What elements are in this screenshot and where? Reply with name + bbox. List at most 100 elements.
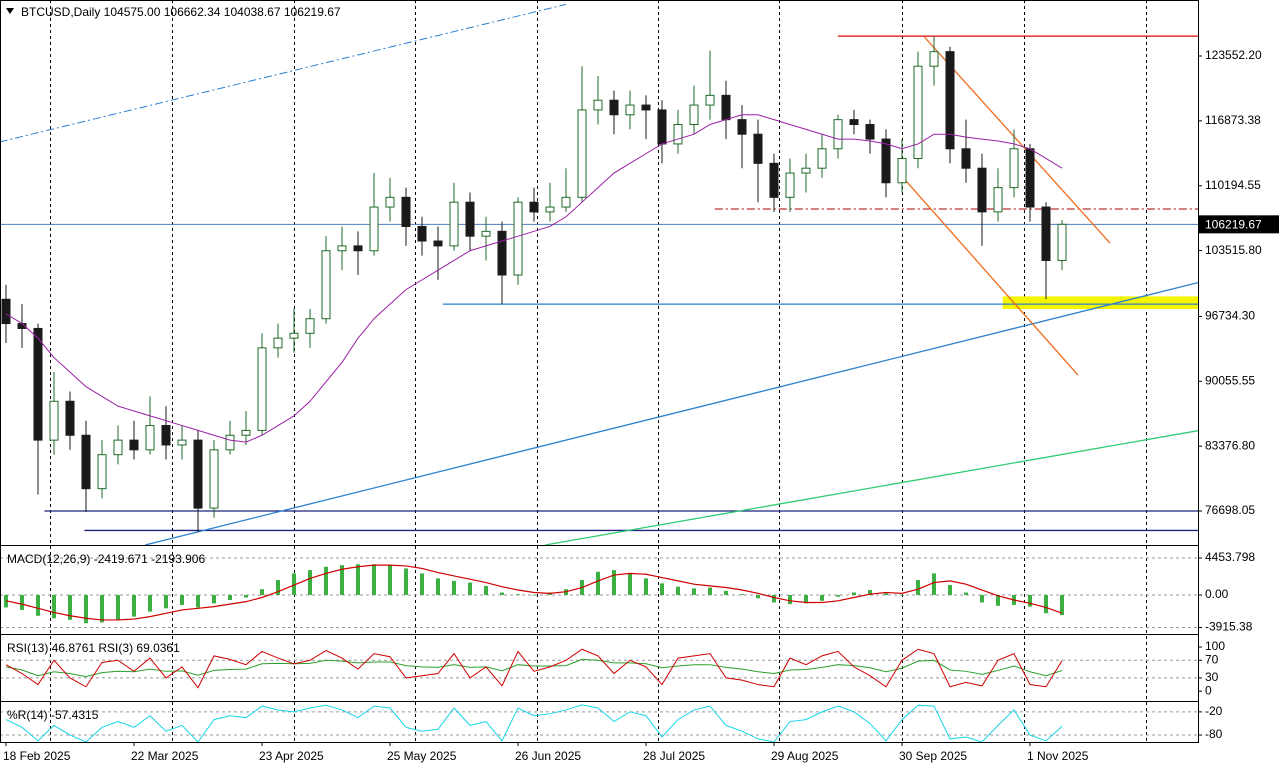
candle-body (81, 434, 91, 490)
candle-body (817, 148, 827, 169)
histogram-bar (276, 580, 280, 596)
candle-body (913, 65, 923, 159)
candle-body (129, 439, 139, 451)
candle-body (641, 104, 651, 111)
panel-title: RSI(13) 46.8761 RSI(3) 69.0361 (7, 641, 180, 655)
histogram-bar (532, 595, 536, 596)
histogram-bar (180, 595, 184, 605)
y-tick-label: 83376.80 (1205, 438, 1255, 452)
histogram-bar (1028, 595, 1032, 607)
candle-body (961, 148, 971, 169)
histogram-bar (452, 580, 456, 596)
histogram-bar (116, 595, 120, 620)
histogram-bar (52, 595, 56, 619)
candle-body (1057, 223, 1067, 261)
candle-body (193, 439, 203, 509)
candle-body (993, 187, 1003, 213)
candle-body (929, 51, 939, 67)
candle-body (65, 400, 75, 436)
candle-body (625, 104, 635, 116)
candle-body (337, 245, 347, 252)
candle-body (897, 157, 907, 184)
candle-body (721, 94, 731, 121)
candle-body (737, 119, 747, 135)
histogram-bar (84, 595, 88, 624)
y-tick-label: -20 (1205, 704, 1223, 718)
histogram-bar (516, 594, 520, 596)
candle-body (513, 201, 523, 276)
histogram-bar (948, 585, 952, 596)
y-tick-label: 0 (1205, 683, 1212, 697)
panel (0, 3, 1198, 545)
histogram-bar (676, 586, 680, 596)
candle-body (689, 104, 699, 125)
candle-body (305, 318, 315, 334)
candle-body (545, 206, 555, 213)
candle-body (753, 133, 763, 164)
signal-line (5, 564, 1063, 621)
candle-body (273, 337, 283, 349)
candle-body (113, 439, 123, 456)
histogram-bar (708, 587, 712, 596)
candle-body (209, 449, 219, 509)
candle-body (849, 119, 859, 125)
indicator-line (5, 658, 1063, 678)
candle-body (49, 400, 59, 441)
vertical-grid (50, 0, 1147, 742)
candle-body (97, 454, 107, 490)
zone (1002, 296, 1198, 310)
panel (0, 648, 1198, 689)
candle-body (385, 196, 395, 208)
x-tick-label: 30 Sep 2025 (899, 749, 967, 763)
histogram-bar (308, 570, 312, 596)
panel (0, 704, 1198, 742)
trend-line (904, 179, 1079, 376)
candle-body (353, 245, 363, 252)
histogram-bar (740, 594, 744, 596)
y-tick-label: 96734.30 (1205, 309, 1255, 323)
collapse-arrow[interactable] (6, 8, 14, 14)
candle-body (241, 429, 251, 436)
histogram-bar (484, 585, 488, 596)
candle-body (529, 201, 539, 213)
y-tick-label: 90055.55 (1205, 373, 1255, 387)
histogram-bar (660, 583, 664, 596)
histogram-bar (804, 595, 808, 604)
candle-body (593, 99, 603, 111)
candle-body (433, 240, 443, 247)
x-tick-label: 1 Nov 2025 (1027, 749, 1089, 763)
histogram-bar (980, 595, 984, 603)
candle-body (449, 201, 459, 247)
x-tick-label: 26 Jun 2025 (515, 749, 581, 763)
trend-line (145, 281, 1198, 545)
histogram-bar (916, 580, 920, 596)
candle-body (289, 332, 299, 339)
candle-body (977, 167, 987, 213)
candle-body (1025, 148, 1035, 208)
moving-average (5, 114, 1063, 443)
histogram-bar (692, 588, 696, 596)
y-tick-label: 30 (1205, 670, 1219, 684)
histogram-bar (612, 570, 616, 596)
candle-body (401, 196, 411, 227)
y-tick-label: 70 (1205, 652, 1219, 666)
histogram-bar (212, 595, 216, 604)
candle-body (481, 230, 491, 237)
candle-body (1041, 206, 1051, 261)
histogram-bar (932, 573, 936, 596)
candle-body (321, 250, 331, 320)
histogram-bar (500, 592, 504, 596)
histogram-bar (884, 593, 888, 596)
trend-line (545, 430, 1198, 545)
candle-body (1009, 148, 1019, 189)
plot-frame (0, 0, 1199, 743)
histogram-bar (964, 592, 968, 596)
histogram-bar (1044, 595, 1048, 614)
histogram-bar (164, 595, 168, 609)
candle-body (225, 434, 235, 451)
histogram-bar (292, 573, 296, 596)
x-tick-label: 28 Jul 2025 (643, 749, 705, 763)
candle-body (785, 172, 795, 198)
x-tick-label: 18 Feb 2025 (3, 749, 71, 763)
panel-title: %R(14) -57.4315 (7, 708, 99, 722)
